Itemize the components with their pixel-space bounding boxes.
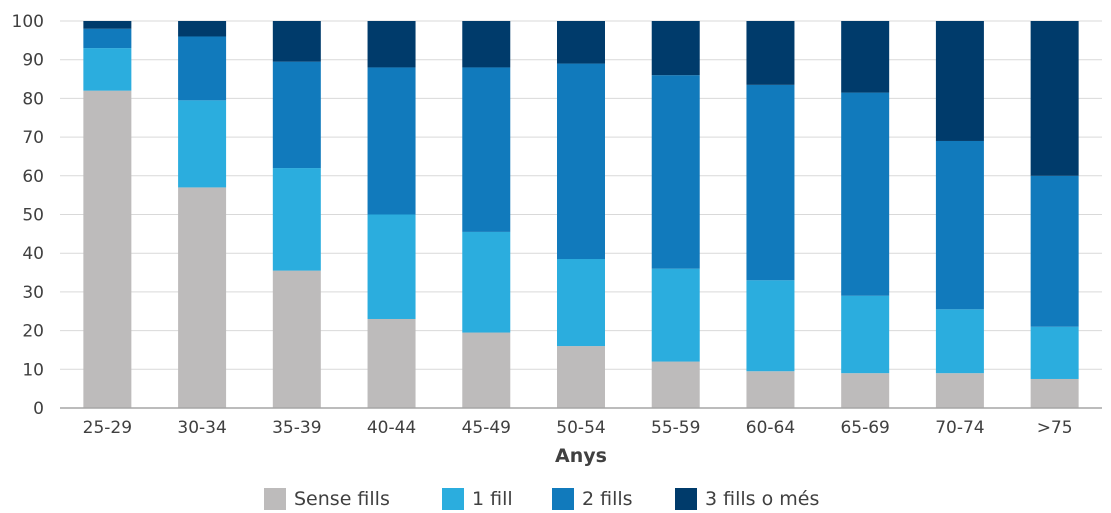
- bar-segment: [178, 100, 227, 188]
- bar-segment: [746, 371, 795, 408]
- x-tick-label: 50-54: [556, 418, 605, 438]
- axes: 0 10 20 30 40 50 60 70 80 90 100 25-29 30-34 35-39 40-…: [12, 12, 1102, 438]
- bar-segment: [272, 168, 321, 271]
- x-tick-label: 70-74: [935, 418, 984, 438]
- bar-segment: [935, 373, 984, 408]
- bar-segment: [462, 332, 511, 408]
- legend-label: 1 fill: [472, 488, 513, 510]
- x-axis-title: Anys: [555, 445, 607, 467]
- y-tick-label: 0: [33, 399, 44, 419]
- bar-segment: [272, 21, 321, 62]
- x-tick-label: 45-49: [462, 418, 511, 438]
- bars: [83, 21, 1079, 408]
- bar-segment: [178, 187, 227, 408]
- bar-segment: [746, 280, 795, 372]
- bar-segment: [651, 361, 700, 408]
- x-tick-label: >75: [1037, 418, 1073, 438]
- legend-swatch: [552, 488, 574, 510]
- bar-segment: [1030, 378, 1079, 408]
- legend-label: Sense fills: [294, 488, 390, 510]
- y-tick-label: 100: [12, 12, 44, 32]
- y-tick-label: 70: [22, 128, 44, 148]
- y-tick-label: 10: [22, 360, 44, 380]
- bar-segment: [178, 36, 227, 101]
- x-tick-label: 65-69: [840, 418, 889, 438]
- bar-segment: [651, 75, 700, 269]
- bar-segment: [1030, 326, 1079, 379]
- bar-segment: [557, 346, 605, 408]
- x-tick-label: 55-59: [651, 418, 700, 438]
- y-tick-label: 80: [22, 89, 44, 109]
- bar-segment: [1030, 21, 1079, 176]
- bar-segment: [841, 92, 890, 296]
- bar-segment: [746, 84, 795, 281]
- bar-segment: [83, 90, 132, 408]
- y-tick-label: 30: [22, 283, 44, 303]
- y-tick-label: 90: [22, 51, 44, 71]
- legend-swatch: [264, 488, 286, 510]
- bar-segment: [367, 214, 416, 319]
- bar-segment: [462, 67, 511, 232]
- bar-segment: [178, 21, 227, 37]
- x-tick-label: 30-34: [177, 418, 226, 438]
- bar-segment: [841, 295, 890, 374]
- x-tick-label: 60-64: [746, 418, 795, 438]
- x-tick-label: 35-39: [272, 418, 321, 438]
- bar-segment: [557, 63, 605, 260]
- legend-swatch: [675, 488, 697, 510]
- bar-segment: [272, 270, 321, 408]
- x-tick-label: 25-29: [83, 418, 132, 438]
- bar-segment: [462, 231, 511, 333]
- bar-segment: [841, 21, 890, 93]
- bar-segment: [557, 21, 605, 64]
- legend: Sense fills 1 fill 2 fills 3 fills o més: [264, 488, 819, 510]
- bar-segment: [367, 67, 416, 215]
- bar-segment: [83, 21, 132, 29]
- y-tick-label: 50: [22, 206, 44, 226]
- y-tick-label: 40: [22, 244, 44, 264]
- legend-label: 2 fills: [582, 488, 633, 510]
- bar-segment: [83, 48, 132, 91]
- bar-segment: [557, 259, 605, 347]
- bar-segment: [935, 21, 984, 141]
- bar-segment: [935, 140, 984, 310]
- bar-segment: [651, 268, 700, 362]
- x-tick-label: 40-44: [367, 418, 416, 438]
- y-tick-label: 60: [22, 167, 44, 187]
- bar-segment: [746, 21, 795, 85]
- bar-segment: [367, 318, 416, 408]
- bar-segment: [367, 21, 416, 68]
- bar-segment: [651, 21, 700, 76]
- bar-segment: [935, 309, 984, 374]
- y-tick-label: 20: [22, 322, 44, 342]
- legend-swatch: [442, 488, 464, 510]
- bar-segment: [841, 373, 890, 408]
- legend-label: 3 fills o més: [705, 488, 819, 510]
- bar-segment: [83, 28, 132, 49]
- bar-segment: [462, 21, 511, 68]
- bar-segment: [272, 61, 321, 169]
- bar-segment: [1030, 175, 1079, 327]
